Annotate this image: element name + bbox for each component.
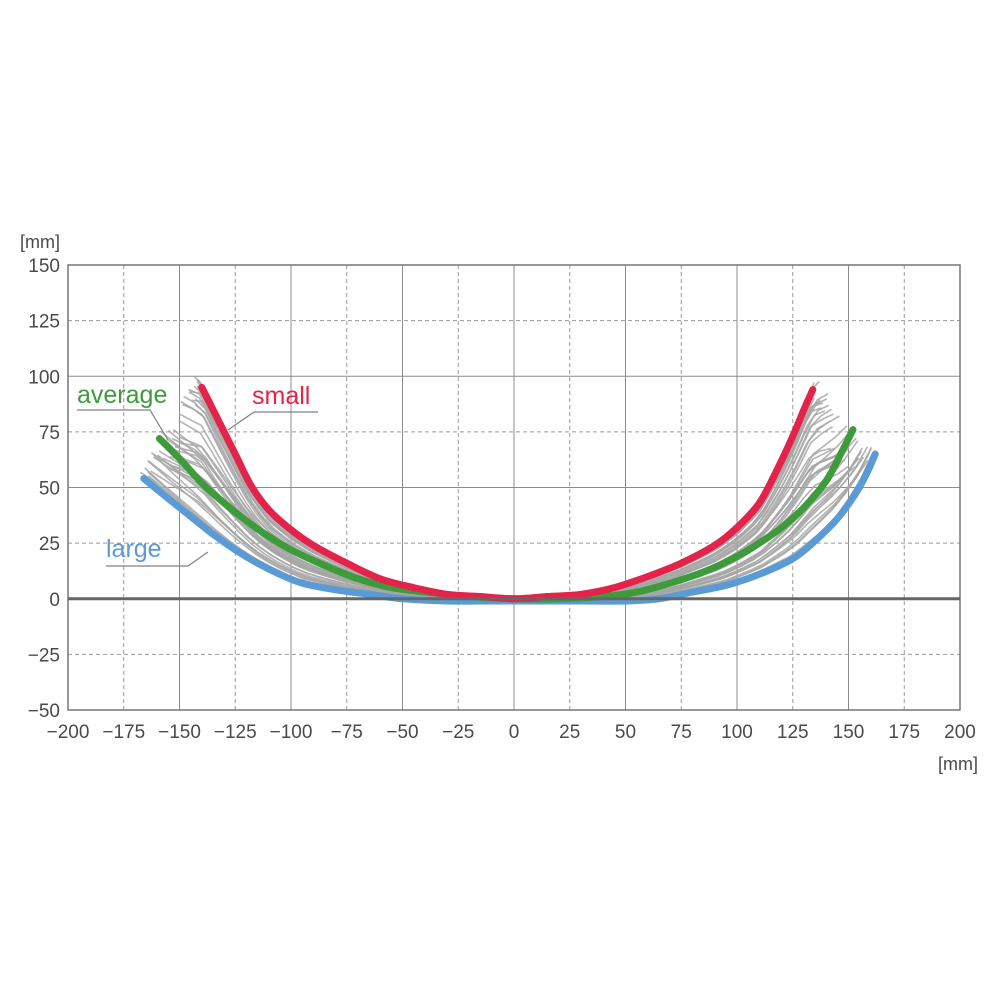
x-tick-label: 150 xyxy=(833,722,865,743)
tick-labels: −200 −175 −150 −125 −100 −75 −50 −25 0 25 50 75 100 1… xyxy=(28,256,976,743)
series-label-large: large xyxy=(106,535,209,567)
x-tick-label: 125 xyxy=(777,722,809,743)
x-tick-label: 100 xyxy=(721,722,753,743)
plot-border xyxy=(67,264,961,711)
series-label-small: small xyxy=(227,382,318,431)
x-tick-label: 75 xyxy=(671,722,692,743)
label-average: average xyxy=(77,381,167,409)
x-tick-label: 50 xyxy=(615,722,636,743)
x-tick-label: −150 xyxy=(158,722,201,743)
series-label-average: average xyxy=(77,381,169,441)
y-tick-label: 0 xyxy=(49,590,60,611)
y-axis-unit: [mm] xyxy=(20,232,60,252)
x-tick-label: −200 xyxy=(47,722,90,743)
y-tick-label: 150 xyxy=(28,256,60,277)
x-tick-label: 25 xyxy=(559,722,580,743)
x-axis-unit: [mm] xyxy=(938,754,978,774)
y-tick-label: −25 xyxy=(28,645,60,666)
x-tick-label: 175 xyxy=(888,722,920,743)
individual-curve xyxy=(182,403,834,600)
x-tick-label: 0 xyxy=(509,722,520,743)
y-tick-label: 125 xyxy=(28,312,60,333)
x-tick-label: −100 xyxy=(270,722,313,743)
label-large: large xyxy=(106,535,162,563)
label-small: small xyxy=(252,382,310,410)
y-tick-label: 50 xyxy=(39,479,60,500)
plot-frame xyxy=(67,264,961,711)
y-tick-label: −50 xyxy=(28,701,60,722)
x-tick-label: −75 xyxy=(331,722,363,743)
x-tick-label: −125 xyxy=(214,722,257,743)
y-tick-label: 100 xyxy=(28,367,60,388)
x-tick-label: −25 xyxy=(442,722,474,743)
series-lines xyxy=(140,383,879,605)
y-tick-label: 75 xyxy=(39,423,60,444)
x-tick-label: −50 xyxy=(386,722,418,743)
x-tick-label: 200 xyxy=(944,722,976,743)
y-tick-label: 25 xyxy=(39,534,60,555)
x-tick-label: −175 xyxy=(102,722,145,743)
